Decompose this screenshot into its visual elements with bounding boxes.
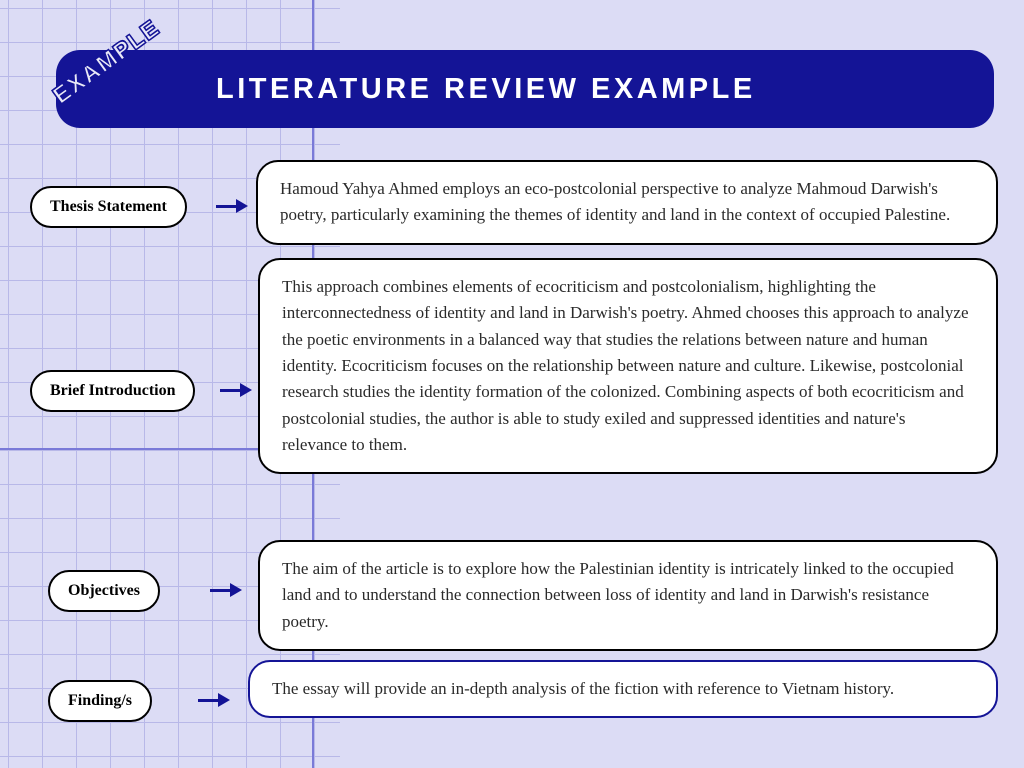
- header-bar: LITERATURE REVIEW EXAMPLE: [56, 50, 994, 128]
- arrow-icon: [210, 580, 244, 600]
- content-findings: The essay will provide an in-depth analy…: [248, 660, 998, 718]
- arrow-icon: [216, 196, 250, 216]
- content-thesis: Hamoud Yahya Ahmed employs an eco-postco…: [256, 160, 998, 245]
- label-thesis: Thesis Statement: [30, 186, 187, 228]
- arrow-icon: [220, 380, 254, 400]
- label-objectives: Objectives: [48, 570, 160, 612]
- label-findings: Finding/s: [48, 680, 152, 722]
- arrow-icon: [198, 690, 232, 710]
- page-title: LITERATURE REVIEW EXAMPLE: [216, 73, 756, 106]
- content-intro: This approach combines elements of ecocr…: [258, 258, 998, 474]
- content-objectives: The aim of the article is to explore how…: [258, 540, 998, 651]
- label-intro: Brief Introduction: [30, 370, 195, 412]
